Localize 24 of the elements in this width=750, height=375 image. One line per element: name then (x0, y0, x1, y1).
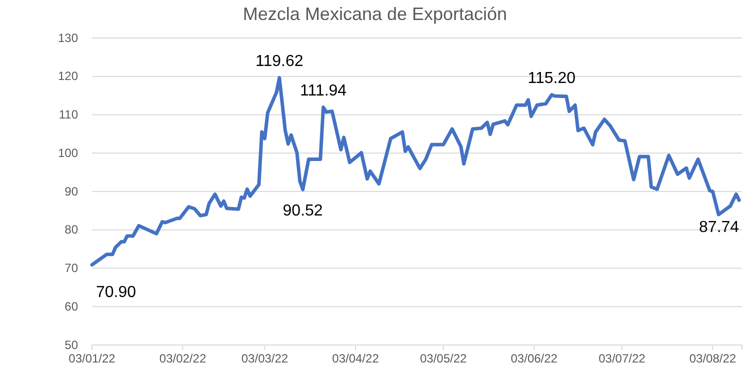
y-tick-label: 60 (64, 299, 78, 314)
y-tick-label: 100 (58, 146, 78, 160)
chart-title: Mezcla Mexicana de Exportación (242, 4, 508, 24)
annotation: 70.90 (96, 284, 136, 301)
y-tick-label: 90 (64, 184, 78, 198)
x-tick-label: 03/07/22 (598, 352, 646, 366)
y-tick-label: 130 (58, 30, 78, 45)
y-tick-label: 50 (64, 338, 78, 352)
x-tick-label: 03/02/22 (159, 352, 206, 366)
x-tick-label: 03/04/22 (332, 352, 380, 366)
y-tick-label: 70 (64, 261, 78, 276)
annotation: 90.52 (282, 202, 323, 220)
x-tick-label: 03/01/22 (68, 352, 116, 366)
y-tick-label: 80 (64, 222, 78, 237)
annotation: 111.94 (300, 82, 347, 100)
annotation: 115.20 (528, 70, 576, 87)
x-tick-label: 03/08/22 (689, 352, 736, 366)
x-tick-label: 03/06/22 (510, 352, 558, 366)
x-tick-label: 03/05/22 (420, 352, 468, 366)
annotation: 119.62 (256, 52, 304, 70)
y-tick-label: 120 (58, 69, 78, 84)
x-tick-label: 03/03/22 (241, 352, 288, 366)
y-tick-label: 110 (58, 108, 78, 122)
annotation: 87.74 (699, 219, 740, 236)
